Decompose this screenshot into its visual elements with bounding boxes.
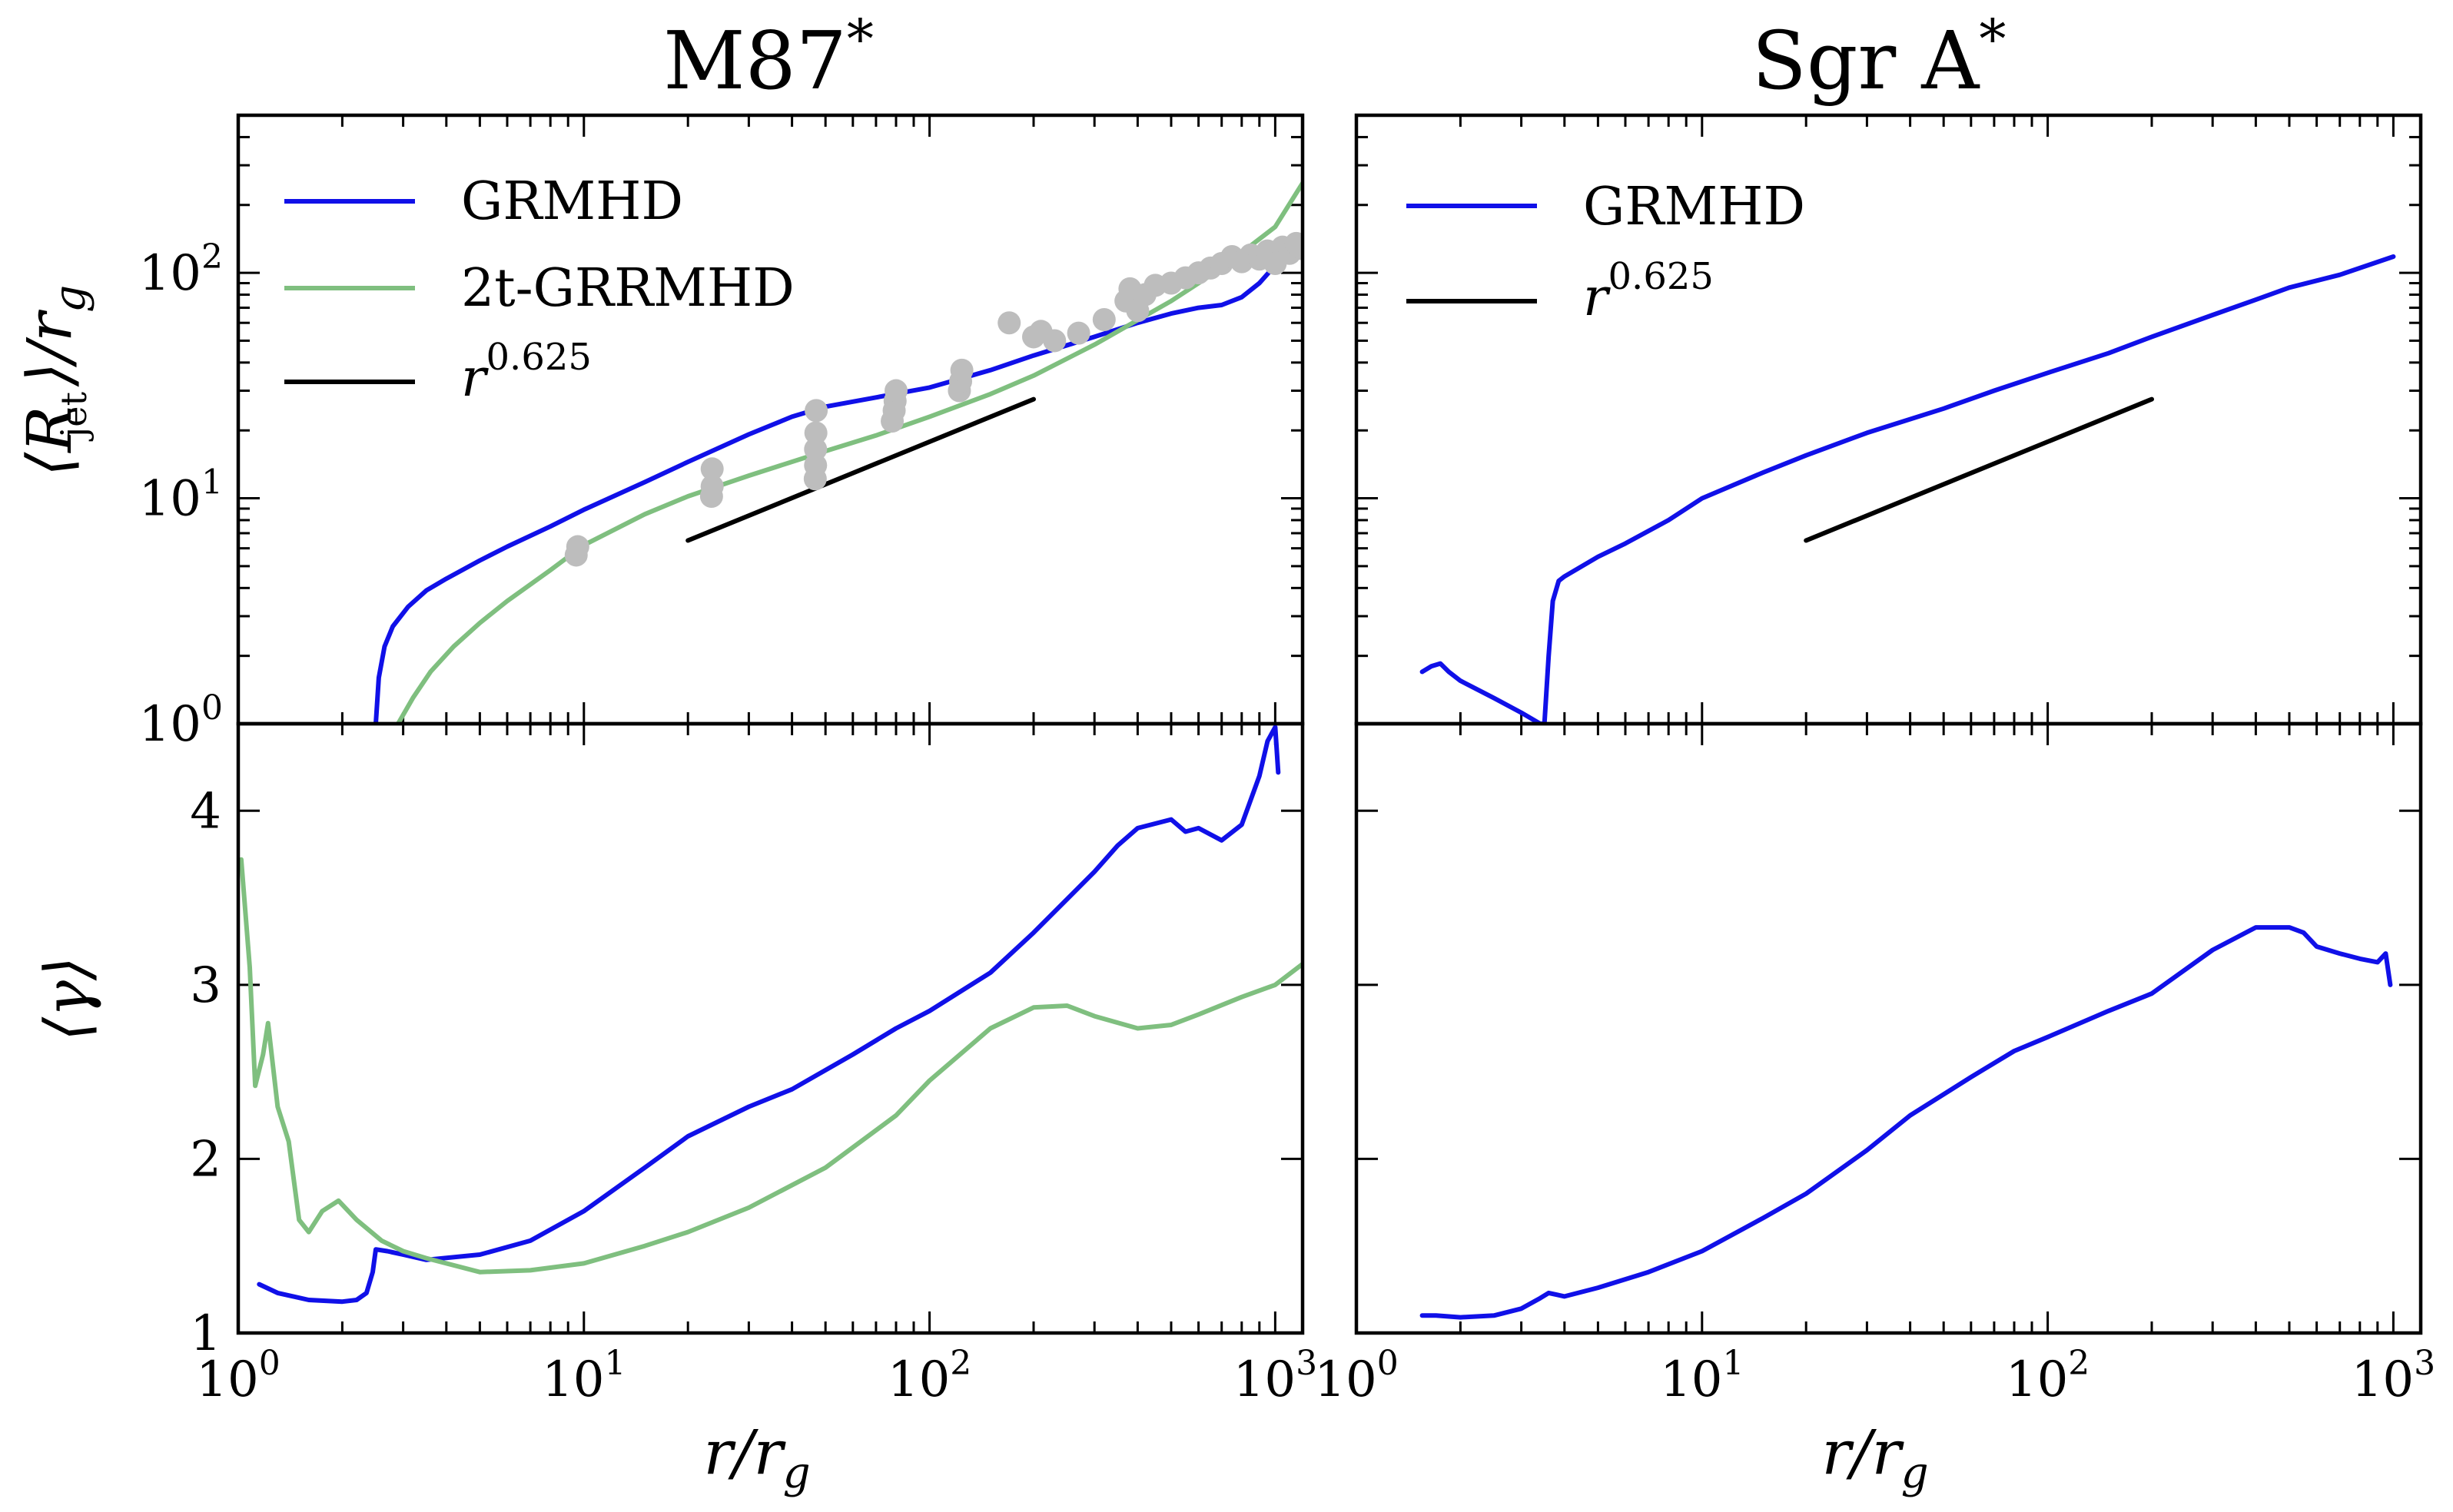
observation-point <box>885 379 908 403</box>
observation-point <box>950 358 974 382</box>
series-line-r-0-625 <box>1804 396 2154 543</box>
observation-point <box>566 535 589 559</box>
y-ticks <box>238 114 1303 725</box>
observation-point <box>804 421 828 445</box>
x-tick-label: 103 <box>1233 1344 1317 1408</box>
observation-point <box>700 474 724 498</box>
series-line-2t-grrmhd <box>238 857 1303 1275</box>
axes-frame <box>1354 721 2423 1335</box>
axes-frame <box>236 113 1305 726</box>
panel-sgra-lorentz-factor <box>1354 721 2423 1335</box>
series-line-r-0-625 <box>685 396 1036 543</box>
legend-left: GRMHD 2t-GRRMHD r0.625 <box>284 171 795 409</box>
series-group <box>1419 925 2393 1320</box>
legend-left-powerlaw-label: r0.625 <box>461 336 592 409</box>
x-tick-label: 100 <box>196 1344 280 1408</box>
x-ticks <box>237 115 1276 724</box>
x-tick-label: 101 <box>1660 1344 1744 1408</box>
observation-point <box>1291 237 1303 260</box>
observation-point <box>804 437 828 461</box>
observation-point <box>805 399 828 423</box>
y-tick-label: 100 <box>139 688 223 753</box>
x-ticks <box>237 724 1276 1333</box>
panel-m87-lorentz-factor: 1 2 3 4 <box>190 721 1305 1362</box>
y-tick-label: 1 <box>190 1305 221 1362</box>
series-line-grmhd <box>1419 925 2393 1320</box>
series-group <box>238 724 1303 1305</box>
x-axis-label-right: r/rg <box>1821 1417 1928 1498</box>
y-axis-label-bottom: ⟨γ⟩ <box>32 957 103 1041</box>
series-line-grmhd <box>1419 254 2396 724</box>
y-tick-label: 3 <box>190 957 221 1014</box>
legend-left-grmhd-label: GRMHD <box>461 171 683 232</box>
legend-right-powerlaw-label: r0.625 <box>1583 255 1714 328</box>
panel-m87-jet-radius: 100 101 102 <box>139 113 1305 753</box>
y-tick-label: 102 <box>139 237 223 302</box>
right-panel-title: Sgr A* <box>1752 8 2007 108</box>
x-ticks <box>1355 724 2395 1333</box>
series-line-grmhd <box>257 724 1281 1305</box>
legend-left-2t-label: 2t-GRRMHD <box>461 258 795 319</box>
x-tick-label: 100 <box>1314 1344 1398 1408</box>
y-tick-label: 2 <box>190 1131 221 1188</box>
axes-frame <box>236 721 1305 1335</box>
x-tick-label: 102 <box>2006 1344 2090 1408</box>
y-ticks <box>1356 809 2421 1335</box>
x-tick-label: 101 <box>542 1344 626 1408</box>
left-panel-title: M87* <box>663 8 874 108</box>
series-group <box>1419 254 2396 724</box>
y-axis-label-top: ⟨R ⟩/rg <box>14 285 95 476</box>
y-tick-label: 4 <box>190 783 221 840</box>
series-line-grmhd <box>373 263 1278 724</box>
x-axis-label-left: r/rg <box>703 1417 810 1498</box>
observation-point <box>1092 308 1116 332</box>
observation-point <box>804 453 828 477</box>
x-tick-label: 103 <box>2352 1344 2435 1408</box>
observation-point <box>1067 321 1090 345</box>
observation-point <box>997 311 1021 335</box>
observation-point <box>700 457 724 481</box>
y-axis-label-top-sub: jet <box>53 392 95 442</box>
y-tick-label: 101 <box>139 463 223 528</box>
legend-right: GRMHD r0.625 <box>1406 177 1805 328</box>
observation-point <box>1043 329 1067 353</box>
series-group <box>373 181 1303 724</box>
x-tick-label: 102 <box>888 1344 971 1408</box>
legend-right-grmhd-label: GRMHD <box>1583 177 1805 237</box>
